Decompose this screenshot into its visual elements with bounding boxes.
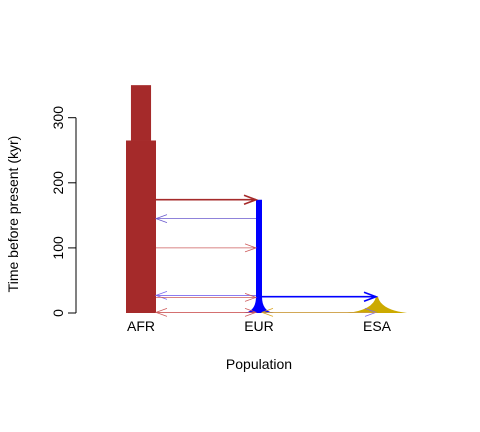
y-tick-label-200: 200	[50, 171, 66, 195]
afr-segment-2	[130, 85, 152, 141]
pop-label-afr: AFR	[127, 318, 155, 334]
migration-arrow-1	[154, 214, 256, 223]
migration-arrow-4	[156, 293, 258, 302]
esa-shape	[347, 296, 407, 313]
split-arrow-1	[156, 194, 259, 205]
migration-arrow-8	[260, 307, 376, 317]
migration-arrow-6	[156, 307, 258, 317]
population-labels: AFR EUR ESA	[127, 318, 392, 334]
y-axis-title: Time before present (kyr)	[5, 136, 21, 293]
y-tick-label-100: 100	[50, 236, 66, 260]
y-tick-label-300: 300	[50, 106, 66, 130]
pop-label-esa: ESA	[363, 318, 392, 334]
afr-segment-1	[126, 140, 156, 313]
pop-label-eur: EUR	[244, 318, 274, 334]
y-axis: 0 100 200 300	[50, 106, 77, 317]
population-shapes	[126, 85, 407, 313]
split-arrow-2	[262, 291, 379, 302]
x-axis-title: Population	[226, 356, 292, 372]
arrows	[154, 194, 379, 317]
eur-shape	[244, 199, 274, 313]
migration-arrow-2	[156, 243, 258, 253]
y-tick-label-0: 0	[50, 309, 66, 317]
migration-arrow-3	[154, 291, 256, 300]
